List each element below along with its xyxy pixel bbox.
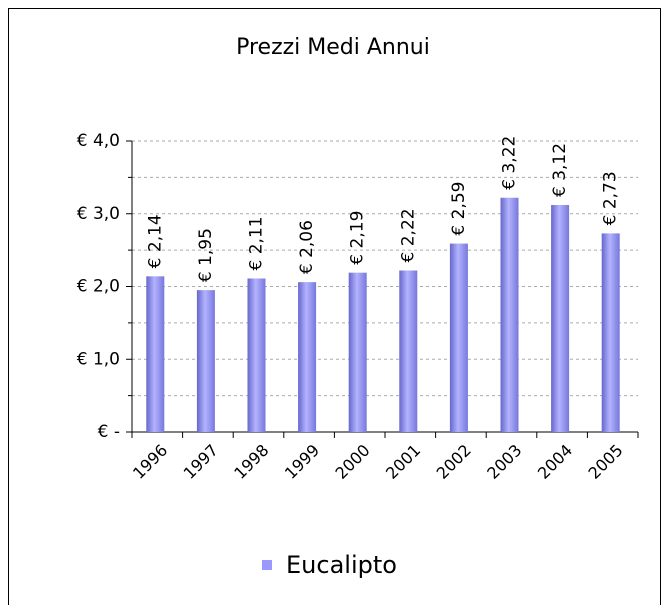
bar bbox=[196, 290, 215, 432]
y-tick-label: € 3,0 bbox=[77, 204, 120, 224]
data-label: € 2,14 bbox=[145, 214, 165, 268]
data-label: € 2,11 bbox=[247, 216, 267, 270]
data-label: € 1,95 bbox=[196, 228, 216, 282]
chart-title: Prezzi Medi Annui bbox=[236, 35, 430, 60]
bar bbox=[247, 278, 266, 432]
y-tick-label: € 4,0 bbox=[77, 131, 120, 151]
data-label: € 2,59 bbox=[449, 181, 469, 235]
data-label: € 3,22 bbox=[500, 136, 520, 190]
legend-label: Eucalipto bbox=[286, 551, 397, 579]
bar bbox=[348, 272, 367, 432]
bar bbox=[500, 197, 519, 432]
bar bbox=[399, 270, 418, 432]
y-tick-label: € - bbox=[98, 422, 120, 442]
data-label: € 3,12 bbox=[550, 143, 570, 197]
bar bbox=[298, 282, 317, 432]
data-label: € 2,19 bbox=[348, 211, 368, 265]
data-label: € 2,06 bbox=[297, 220, 317, 274]
bar bbox=[449, 243, 468, 432]
data-label: € 2,73 bbox=[601, 171, 621, 225]
y-tick-label: € 1,0 bbox=[77, 349, 120, 369]
legend-swatch bbox=[262, 560, 272, 570]
bar bbox=[601, 233, 620, 432]
bar bbox=[551, 205, 570, 432]
data-label: € 2,22 bbox=[398, 208, 418, 262]
bar bbox=[146, 276, 165, 432]
y-tick-label: € 2,0 bbox=[77, 277, 120, 297]
